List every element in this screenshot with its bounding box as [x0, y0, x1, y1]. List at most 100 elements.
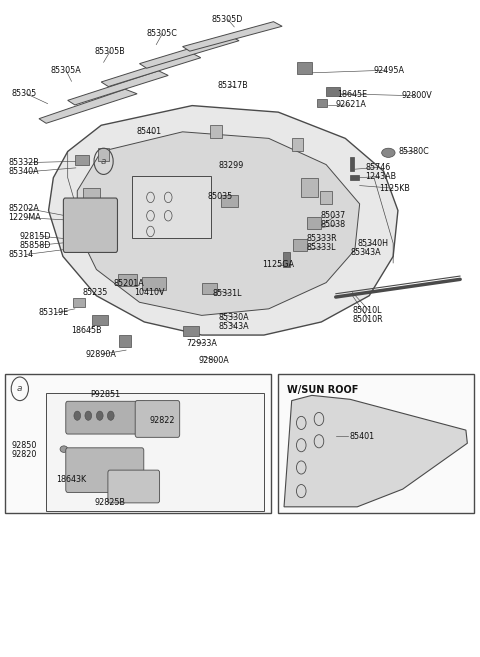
Bar [317, 99, 327, 107]
Text: 85858D: 85858D [20, 240, 51, 250]
Bar [182, 326, 199, 336]
Polygon shape [39, 89, 137, 124]
Bar [75, 155, 89, 165]
Text: 72933A: 72933A [186, 339, 217, 348]
Polygon shape [182, 22, 282, 51]
Bar [283, 252, 290, 267]
Text: 85343A: 85343A [350, 248, 381, 257]
Text: 92825B: 92825B [94, 499, 125, 507]
Text: 1125GA: 1125GA [262, 260, 294, 269]
Text: 85305D: 85305D [211, 14, 243, 24]
Bar [92, 315, 108, 325]
Text: 85332B: 85332B [8, 158, 39, 167]
Text: P92851: P92851 [91, 390, 121, 399]
Bar [73, 298, 85, 307]
Text: 85305C: 85305C [146, 29, 177, 38]
FancyBboxPatch shape [66, 448, 144, 492]
Text: 85201A: 85201A [114, 279, 144, 288]
Text: 85202A: 85202A [8, 204, 39, 213]
Text: 85010L: 85010L [353, 306, 383, 315]
Polygon shape [101, 53, 201, 87]
Text: 85380C: 85380C [399, 147, 430, 156]
Ellipse shape [382, 148, 395, 158]
Text: 85331L: 85331L [213, 289, 242, 298]
Polygon shape [77, 132, 360, 315]
Bar [210, 125, 222, 139]
Bar [350, 175, 359, 179]
Text: 85235: 85235 [82, 288, 108, 297]
Text: 92815D: 92815D [20, 231, 51, 240]
Text: 85330A: 85330A [219, 313, 250, 322]
Text: 92890A: 92890A [85, 350, 116, 359]
Polygon shape [140, 36, 239, 68]
Bar [298, 62, 312, 74]
Text: W/SUN ROOF: W/SUN ROOF [287, 385, 358, 395]
Circle shape [96, 411, 103, 420]
Text: 85340H: 85340H [357, 238, 388, 248]
FancyBboxPatch shape [63, 198, 118, 252]
Ellipse shape [60, 446, 68, 453]
Polygon shape [284, 396, 468, 507]
Text: 85038: 85038 [321, 220, 346, 229]
Text: 85010R: 85010R [353, 315, 384, 325]
Text: 85401: 85401 [349, 432, 374, 441]
Circle shape [74, 411, 81, 420]
Text: 85340A: 85340A [8, 168, 39, 176]
Bar [321, 191, 332, 204]
Text: 85305A: 85305A [50, 66, 81, 76]
FancyBboxPatch shape [66, 401, 146, 434]
Text: 18645B: 18645B [72, 326, 102, 335]
Text: 92800A: 92800A [199, 356, 229, 365]
Bar [350, 157, 354, 171]
Text: 92800V: 92800V [402, 91, 432, 101]
Text: 85333L: 85333L [306, 242, 336, 252]
Text: 85343A: 85343A [219, 322, 250, 331]
Text: 85305B: 85305B [95, 47, 125, 57]
Text: 83299: 83299 [219, 162, 244, 170]
Text: 18643K: 18643K [56, 475, 86, 484]
Text: 1125KB: 1125KB [379, 184, 409, 193]
Text: 92621A: 92621A [336, 101, 367, 110]
Text: 85317B: 85317B [218, 81, 249, 91]
FancyBboxPatch shape [135, 401, 180, 438]
Circle shape [108, 411, 114, 420]
Text: a: a [17, 384, 23, 394]
Bar [120, 335, 132, 347]
Text: 92822: 92822 [149, 416, 175, 425]
Bar [326, 87, 339, 96]
Text: 92495A: 92495A [373, 66, 404, 75]
Text: 1229MA: 1229MA [8, 214, 41, 222]
Text: 85333R: 85333R [306, 233, 336, 242]
FancyBboxPatch shape [108, 470, 159, 503]
Bar [46, 393, 264, 510]
Text: a: a [101, 157, 107, 166]
Text: 92820: 92820 [11, 450, 36, 459]
Text: 85305: 85305 [11, 89, 36, 99]
Bar [301, 178, 318, 196]
Bar [98, 148, 109, 162]
Bar [72, 198, 91, 218]
Bar [118, 274, 137, 286]
Bar [5, 374, 271, 513]
Bar [202, 283, 217, 294]
Bar [292, 139, 303, 152]
Text: 1243AB: 1243AB [365, 172, 396, 181]
Bar [83, 188, 100, 206]
Text: 92850: 92850 [11, 441, 36, 449]
Circle shape [85, 411, 92, 420]
Bar [293, 239, 307, 251]
Bar [142, 277, 166, 290]
Bar [221, 195, 238, 207]
Bar [307, 217, 322, 229]
Text: 85319E: 85319E [39, 308, 69, 317]
Bar [132, 175, 211, 238]
Text: 85037: 85037 [321, 212, 346, 220]
Text: 85035: 85035 [207, 192, 233, 200]
Text: 85401: 85401 [137, 127, 162, 136]
Text: 10410V: 10410V [134, 288, 164, 297]
Text: 85746: 85746 [365, 163, 391, 171]
Polygon shape [68, 71, 168, 105]
Bar [278, 374, 474, 513]
Text: 85314: 85314 [8, 250, 34, 259]
Polygon shape [48, 106, 398, 335]
